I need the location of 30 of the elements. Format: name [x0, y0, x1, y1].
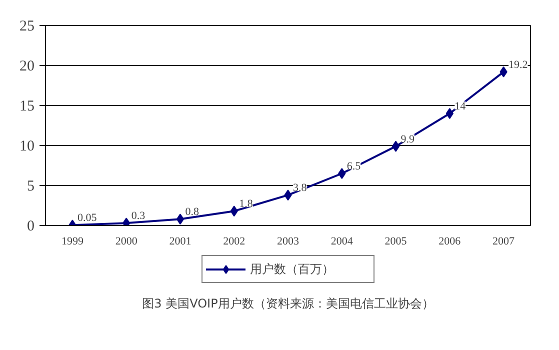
point	[392, 140, 400, 152]
legend-label: 用户数（百万）	[250, 260, 335, 278]
x-tick-label: 2004	[330, 236, 354, 248]
data-label: 14	[454, 100, 466, 112]
y-tick-label: 5	[27, 178, 34, 194]
data-label: 19.2	[508, 58, 528, 71]
x-tick-label: 2005	[384, 236, 408, 248]
x-tick-label: 2001	[169, 236, 192, 248]
y-tick-label: 10	[20, 138, 34, 154]
data-label: 0.05	[77, 212, 98, 224]
x-tick-label: 2002	[223, 236, 246, 248]
y-tick-label: 0	[27, 218, 34, 234]
point	[338, 168, 346, 179]
data-label: 6.5	[346, 160, 362, 172]
x-tick-label: 1999	[61, 236, 84, 248]
point	[446, 108, 454, 119]
y-tick-label: 25	[20, 18, 34, 34]
data-label: 3.8	[293, 182, 308, 194]
x-tick-label: 2000	[115, 236, 138, 248]
x-tick-label: 2006	[438, 236, 462, 248]
data-label: 0.8	[185, 206, 200, 218]
data-label: 1.8	[239, 198, 254, 210]
data-label: 9.9	[400, 133, 416, 146]
caption: 图3 美国VOIP用户数（资料来源：美国电信工业协会）	[142, 296, 434, 310]
point	[176, 214, 184, 225]
x-tick-label: 2003	[277, 236, 300, 248]
data-label: 0.3	[131, 210, 146, 222]
y-tick-label: 20	[20, 58, 34, 74]
y-tick-label: 15	[20, 98, 34, 114]
x-tick-label: 2007	[492, 236, 516, 248]
